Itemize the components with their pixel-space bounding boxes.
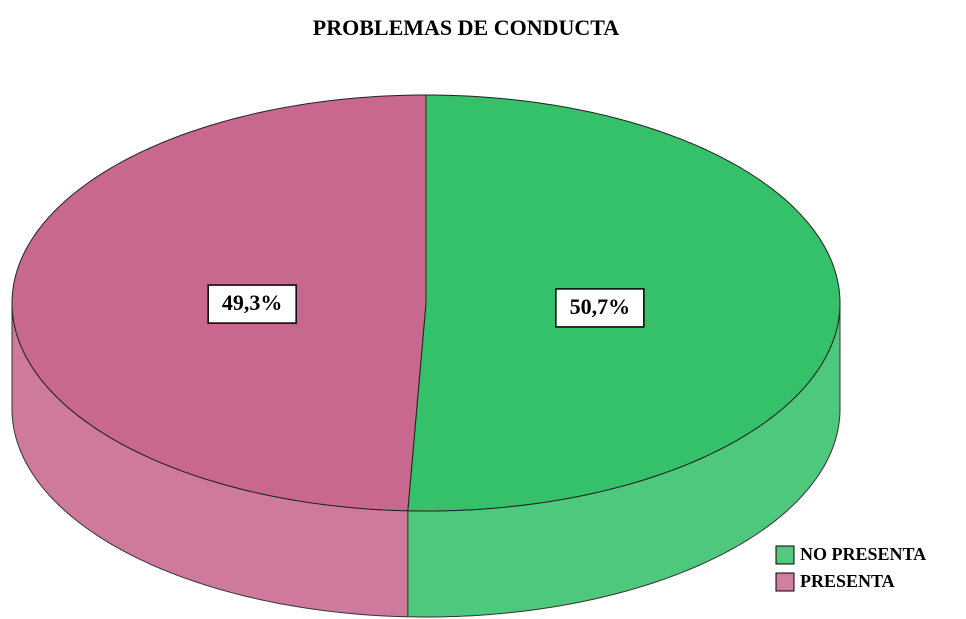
data-label: 50,7%: [570, 294, 631, 319]
data-label: 49,3%: [222, 290, 283, 315]
legend-label: NO PRESENTA: [800, 544, 926, 564]
chart-title: PROBLEMAS DE CONDUCTA: [313, 15, 620, 40]
legend-swatch: [775, 545, 795, 565]
label-box: [207, 284, 297, 324]
legend-label: PRESENTA: [800, 571, 895, 591]
legend-swatch: [775, 572, 795, 592]
label-box: [555, 288, 645, 328]
